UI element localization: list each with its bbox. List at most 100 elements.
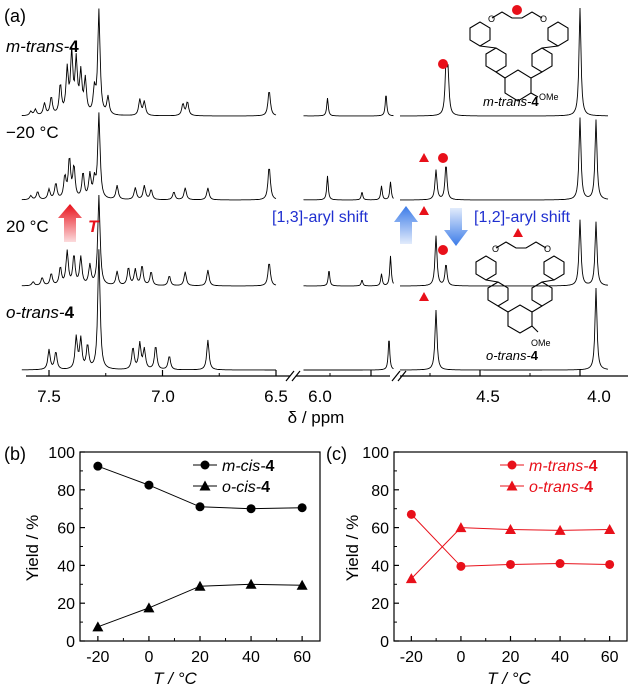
- x-tick-label: 0: [144, 649, 153, 666]
- temperature-arrow-icon: [58, 204, 82, 242]
- data-point-circle: [93, 461, 103, 471]
- x-tick-label: -20: [86, 649, 109, 666]
- panel-a-label: (a): [4, 6, 26, 26]
- structure-m-trans: O O OMe: [469, 5, 569, 102]
- x-tick-label: 20: [191, 649, 209, 666]
- data-point-triangle: [505, 523, 516, 534]
- x-tick-label: 7.5: [37, 387, 61, 406]
- peak-marker-circle: [438, 245, 448, 255]
- data-point-circle: [506, 559, 515, 569]
- temperature-label: T: [88, 217, 100, 236]
- shift-down-arrow-icon: [444, 208, 468, 246]
- panel-c-label: (c): [326, 444, 347, 464]
- x-tick-label: 7.0: [151, 387, 175, 406]
- svg-text:OMe: OMe: [539, 92, 559, 102]
- legend-label: o-cis-4: [222, 479, 270, 496]
- panel-c: (c) Yield / % T / °C 0 20 40 60 80 100 -20 0 20 4…: [326, 444, 628, 688]
- peak-marker-triangle: [419, 292, 429, 301]
- nmr-trace: [21, 249, 609, 371]
- peak-markers: [419, 59, 448, 301]
- y-tick-label: 40: [371, 558, 389, 575]
- legend-marker-triangle: [506, 480, 518, 491]
- data-point-circle: [297, 503, 307, 513]
- alkene-marker-circle: [512, 5, 522, 15]
- structure-o-trans: O O OMe: [475, 228, 565, 348]
- data-point-circle: [195, 502, 205, 512]
- series-line: [411, 527, 610, 579]
- x-tick-label: 60: [293, 649, 311, 666]
- svg-text:OMe: OMe: [531, 338, 551, 348]
- nmr-trace: [21, 7, 608, 117]
- y-axis-title: Yield / %: [343, 515, 362, 581]
- alkene-marker-triangle: [513, 228, 523, 237]
- spectrum-x-axis: [26, 370, 628, 382]
- x-tick-label: 6.5: [264, 387, 288, 406]
- x-tick-label: 0: [456, 649, 465, 666]
- panel-a: (a) m-trans-4 −20 °C 20 °C o-trans-4 T […: [4, 5, 628, 427]
- trace-label-minus20: −20 °C: [6, 123, 59, 142]
- shift-12-label: [1,2]-aryl shift: [474, 209, 571, 226]
- y-tick-label: 20: [57, 596, 75, 613]
- trace-label-m-trans: m-trans-4: [6, 37, 79, 56]
- data-point-circle: [144, 480, 154, 490]
- data-point-triangle: [405, 573, 417, 584]
- data-point-triangle: [604, 523, 616, 534]
- y-tick-label: 0: [66, 634, 75, 651]
- x-tick-label: 40: [551, 649, 569, 666]
- y-tick-label: 100: [362, 445, 389, 462]
- y-tick-label: 40: [57, 558, 75, 575]
- panel-b-label: (b): [4, 444, 26, 464]
- y-tick-label: 80: [57, 483, 75, 500]
- svg-text:O: O: [544, 244, 551, 254]
- legend-label: m-trans-4: [529, 458, 598, 475]
- data-point-triangle: [245, 578, 257, 589]
- x-axis-title: T / °C: [487, 669, 531, 688]
- x-tick-label: 4.0: [587, 387, 611, 406]
- trace-label-o-trans: o-trans-4: [6, 303, 75, 322]
- plot-frame: [79, 451, 321, 642]
- data-point-triangle: [455, 522, 467, 533]
- data-point-triangle: [296, 579, 308, 590]
- legend-marker-triangle: [199, 480, 211, 491]
- x-tick-label: -20: [400, 649, 423, 666]
- y-tick-label: 100: [48, 445, 75, 462]
- nmr-spectra: [21, 7, 609, 371]
- legend-marker-circle: [200, 460, 210, 470]
- data-point-circle: [456, 561, 466, 571]
- svg-text:O: O: [488, 14, 495, 24]
- x-axis-title: T / °C: [153, 669, 197, 688]
- series-line: [411, 514, 610, 567]
- data-point-triangle: [92, 621, 104, 632]
- data-point-circle: [246, 504, 256, 514]
- data-point-circle: [605, 559, 615, 569]
- legend-label: o-trans-4: [529, 479, 593, 496]
- legend-marker-circle: [507, 460, 517, 470]
- x-tick-label: 40: [242, 649, 260, 666]
- x-tick-label: 20: [502, 649, 520, 666]
- y-tick-label: 0: [380, 634, 389, 651]
- x-tick-label: 4.5: [476, 387, 500, 406]
- peak-marker-circle: [438, 153, 448, 163]
- svg-text:O: O: [540, 14, 547, 24]
- x-axis-title: δ / ppm: [288, 408, 345, 427]
- peak-marker-triangle: [419, 206, 429, 215]
- y-tick-label: 20: [371, 596, 389, 613]
- structure-o-trans-label: o-trans-4: [486, 348, 539, 363]
- data-point-triangle: [554, 524, 566, 535]
- x-tick-label: 60: [601, 649, 619, 666]
- data-point-circle: [555, 559, 565, 569]
- peak-marker-triangle: [419, 153, 429, 162]
- data-point-circle: [406, 509, 416, 519]
- legend-label: m-cis-4: [222, 458, 275, 475]
- structure-m-trans-label: m-trans-4: [483, 94, 539, 109]
- shift-13-label: [1,3]-aryl shift: [272, 209, 369, 226]
- data-point-triangle: [194, 580, 206, 591]
- shift-up-arrow-icon: [394, 206, 418, 244]
- x-tick-label: 6.0: [308, 387, 332, 406]
- svg-text:O: O: [492, 244, 499, 254]
- data-point-triangle: [143, 602, 155, 613]
- peak-marker-circle: [438, 59, 448, 69]
- y-axis-title: Yield / %: [23, 515, 42, 581]
- y-tick-label: 60: [57, 521, 75, 538]
